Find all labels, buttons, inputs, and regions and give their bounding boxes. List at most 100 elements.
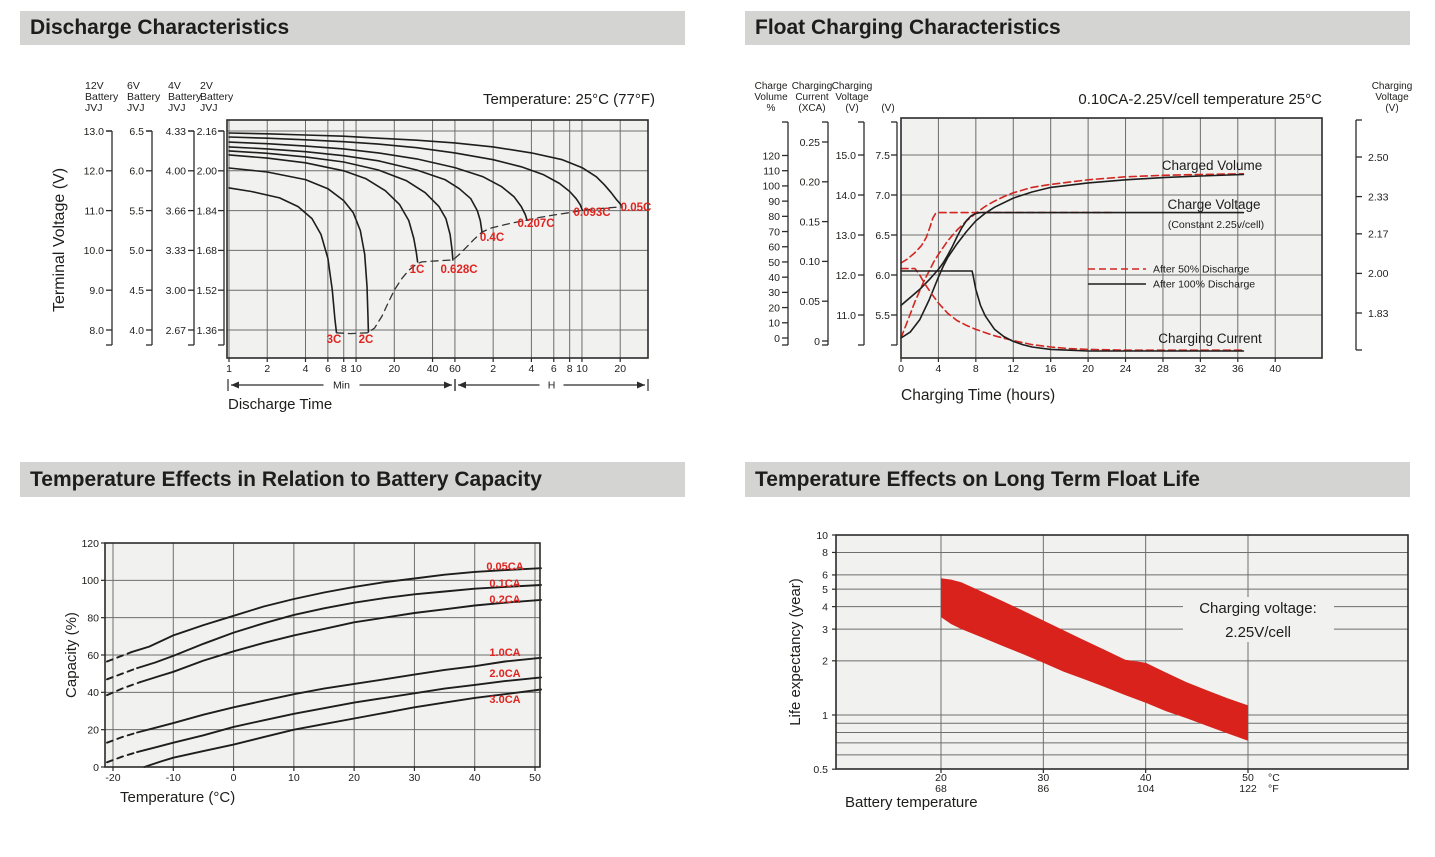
x-tick-label-secondary: 86 — [1037, 783, 1049, 795]
chart-text: Charging voltage: — [1199, 600, 1317, 617]
3.0CA — [143, 688, 542, 768]
0.05CA-dashed — [106, 651, 133, 663]
text-backdrop — [1183, 597, 1334, 642]
chart-text: 2.0CA — [489, 668, 520, 680]
x-tick-label: 4 — [528, 363, 534, 375]
y-tick-label: 80 — [87, 612, 99, 624]
charging-voltage-2v-scale-tick-label: 7.0 — [875, 190, 890, 202]
chart-text: JVJ — [168, 102, 186, 114]
chart-text: 3.0CA — [489, 694, 520, 706]
section-header-float-charging-characteristics: Float Charging Characteristics — [745, 11, 1410, 45]
scale-2v-tick-label: 2.00 — [197, 166, 218, 178]
chart-text: Capacity (%) — [63, 612, 80, 698]
charging-voltage-12v-scale-tick-label: 14.0 — [836, 190, 857, 202]
x-tick-label: 24 — [1120, 363, 1132, 375]
charge-volume-scale-tick-label: 120 — [762, 150, 780, 162]
x-tick-label: 12 — [1007, 363, 1019, 375]
charge-volume-scale-tick-label: 10 — [768, 318, 780, 330]
chart-text: 0.05C — [621, 202, 652, 214]
chart-text: Current — [795, 92, 829, 103]
y-tick-label: 2 — [822, 656, 828, 668]
chart-text: Battery — [85, 91, 119, 103]
chart-text: Battery — [168, 91, 202, 103]
2.0CA — [136, 676, 542, 754]
chart-text: % — [767, 103, 776, 114]
curve-0.05C — [228, 132, 624, 208]
y-tick-label: 100 — [81, 575, 99, 587]
charge-volume-scale-tick-label: 50 — [768, 257, 780, 269]
scale-6v-tick-label: 4.5 — [129, 285, 144, 297]
x-tick-label: 50 — [529, 772, 541, 784]
charging-current-scale-tick-label: 0 — [814, 336, 820, 348]
scale-4v-tick-label: 3.00 — [166, 285, 187, 297]
charging-current-scale-tick-label: 0.25 — [800, 137, 821, 149]
charging-current-scale-tick-label: 0.10 — [800, 256, 821, 268]
x-tick-label: 60 — [449, 363, 461, 375]
discharge-characteristics-plot-border — [226, 119, 649, 359]
x-tick-label-secondary: 68 — [935, 783, 947, 795]
curve-3C — [228, 187, 338, 333]
charge-volume-scale-tick-label: 100 — [762, 181, 780, 193]
curve-0.4C — [228, 146, 483, 233]
chart-text: (V) — [1385, 103, 1398, 114]
chart-text: Charging Time (hours) — [901, 387, 1055, 404]
x-tick-label: 20 — [348, 772, 360, 784]
scale-2v-tick-label: 1.68 — [197, 245, 218, 257]
x-tick-label: 50 — [1242, 772, 1254, 784]
chart-text: 1.0CA — [489, 647, 520, 659]
scale-12v-tick-label: 11.0 — [84, 205, 104, 217]
charging-voltage-12v-scale-tick-label: 13.0 — [836, 230, 857, 242]
0.2CA-dashed — [106, 681, 142, 697]
scale-4v-tick-label: 3.66 — [166, 205, 187, 217]
chart-text: 0.2CA — [489, 594, 520, 606]
0.05CA — [130, 567, 542, 654]
float-charging-characteristics: 010203040506070809010011012000.050.100.1… — [754, 81, 1412, 404]
chart-text: 3C — [327, 334, 342, 346]
chart-text: JVJ — [85, 102, 103, 114]
discharge-characteristics: 13.0 12.0 11.0 10.0 9.0 8.0 6.5 6.0 5.5 5.0 4.5 4.0… — [51, 80, 655, 413]
x-tick-label: 20 — [935, 772, 947, 784]
x-tick-label-secondary: 104 — [1137, 783, 1155, 795]
scale-12v-tick-label: 8.0 — [89, 325, 104, 337]
chart-text: 0.093C — [573, 207, 610, 219]
x-tick-label: 30 — [409, 772, 421, 784]
chart-text: (XCA) — [798, 103, 825, 114]
charge-volume-scale-tick-label: 40 — [768, 272, 780, 284]
chart-text: 2.25V/cell — [1225, 624, 1291, 641]
chart-text: 0.1CA — [489, 578, 520, 590]
scale-6v-tick-label: 5.0 — [129, 245, 144, 257]
x-tick-label: 10 — [288, 772, 300, 784]
scale-4v-tick-label: 4.00 — [166, 166, 187, 178]
chart-text: Charging Current — [1158, 331, 1262, 346]
chart-text: 0.4C — [480, 232, 504, 244]
x-tick-label: 1 — [226, 363, 232, 375]
charge-volume-scale-tick-label: 30 — [768, 287, 780, 299]
chart-text: Temperature (°C) — [120, 789, 235, 806]
span-label: H — [548, 380, 556, 392]
y-tick-label: 20 — [87, 724, 99, 736]
y-tick-label: 40 — [87, 687, 99, 699]
charging-voltage-per-cell-scale-tick-label: 2.00 — [1368, 268, 1389, 280]
charge-voltage-after-100pct-discharge — [900, 211, 1245, 307]
scale-2v-tick-label: 1.52 — [197, 285, 218, 297]
scale-12v-tick-label: 13.0 — [84, 126, 105, 138]
curve-2C — [228, 167, 370, 333]
chart-text: 2C — [359, 334, 374, 346]
y-tick-label: 1 — [822, 710, 828, 722]
y-tick-label: 60 — [87, 650, 99, 662]
x-tick-label: -10 — [166, 772, 181, 784]
life-expectancy-band — [941, 578, 1248, 741]
chart-text: JVJ — [127, 102, 145, 114]
x-tick-label: 0 — [898, 363, 904, 375]
x-tick-label: 32 — [1195, 363, 1207, 375]
section-title: Temperature Effects on Long Term Float L… — [755, 468, 1200, 491]
section-title: Temperature Effects in Relation to Batte… — [30, 468, 542, 491]
x-tick-label: 36 — [1232, 363, 1244, 375]
x-tick-label: 6 — [551, 363, 557, 375]
chart-text: Charge — [755, 81, 788, 92]
chart-text: Charge Voltage — [1167, 197, 1260, 212]
chart-text: Volume — [754, 92, 788, 103]
scale-4v-tick-label: 2.67 — [166, 325, 187, 337]
scale-2v-tick-label: 1.84 — [197, 205, 218, 217]
